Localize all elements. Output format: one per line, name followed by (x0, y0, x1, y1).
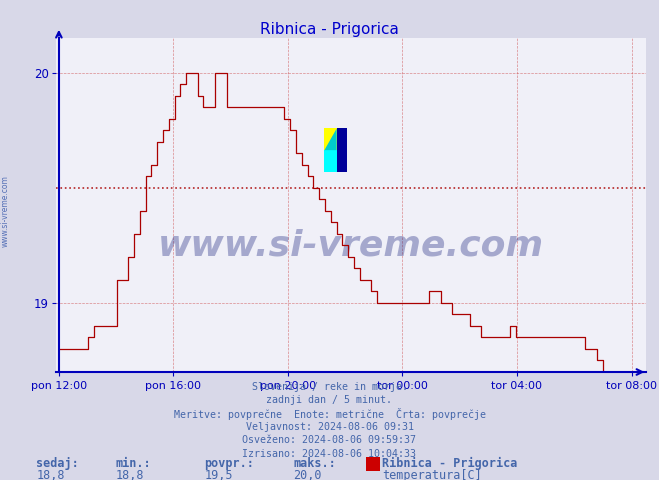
Text: Veljavnost: 2024-08-06 09:31: Veljavnost: 2024-08-06 09:31 (246, 422, 413, 432)
Bar (324, 129, 337, 150)
Text: zadnji dan / 5 minut.: zadnji dan / 5 minut. (266, 395, 393, 405)
Text: povpr.:: povpr.: (204, 457, 254, 470)
Text: 18,8: 18,8 (115, 469, 144, 480)
Text: Meritve: povprečne  Enote: metrične  Črta: povprečje: Meritve: povprečne Enote: metrične Črta:… (173, 408, 486, 420)
Polygon shape (324, 129, 337, 150)
Text: 20,0: 20,0 (293, 469, 322, 480)
Text: 19,5: 19,5 (204, 469, 233, 480)
Bar (337, 129, 347, 172)
Bar (324, 150, 337, 172)
Text: sedaj:: sedaj: (36, 457, 79, 470)
Text: www.si-vreme.com: www.si-vreme.com (1, 175, 10, 247)
Text: min.:: min.: (115, 457, 151, 470)
Text: Osveženo: 2024-08-06 09:59:37: Osveženo: 2024-08-06 09:59:37 (243, 435, 416, 445)
Text: Slovenija / reke in morje.: Slovenija / reke in morje. (252, 382, 407, 392)
Text: www.si-vreme.com: www.si-vreme.com (158, 228, 544, 262)
Text: Ribnica - Prigorica: Ribnica - Prigorica (260, 22, 399, 36)
Text: Izrisano: 2024-08-06 10:04:33: Izrisano: 2024-08-06 10:04:33 (243, 449, 416, 459)
Text: maks.:: maks.: (293, 457, 336, 470)
Text: Ribnica - Prigorica: Ribnica - Prigorica (382, 457, 517, 470)
Text: temperatura[C]: temperatura[C] (382, 469, 482, 480)
Text: 18,8: 18,8 (36, 469, 65, 480)
